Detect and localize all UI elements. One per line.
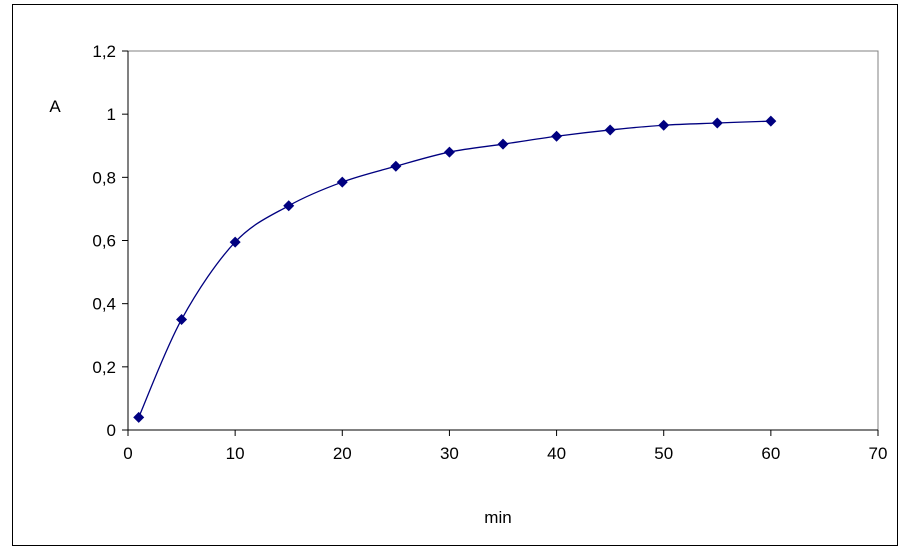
x-axis-title: min <box>484 508 511 527</box>
x-tick-label: 0 <box>123 444 132 463</box>
y-tick-label: 1 <box>107 105 116 124</box>
data-point-marker <box>390 160 402 172</box>
x-tick-label: 70 <box>869 444 888 463</box>
x-tick-label: 30 <box>440 444 459 463</box>
y-axis-ticks: 0 0,2 0,4 0,6 0,8 1 1,2 <box>92 42 128 440</box>
data-point-marker <box>229 236 241 248</box>
x-tick-label: 40 <box>547 444 566 463</box>
y-tick-label: 0,6 <box>92 232 116 251</box>
data-point-marker <box>176 313 188 325</box>
series-layer <box>133 115 777 423</box>
data-point-marker <box>765 115 777 127</box>
x-tick-label: 10 <box>226 444 245 463</box>
y-tick-label: 0,2 <box>92 358 116 377</box>
y-tick-label: 1,2 <box>92 42 116 61</box>
y-tick-label: 0 <box>107 421 116 440</box>
data-point-marker <box>551 130 563 142</box>
data-point-marker <box>443 146 455 158</box>
data-point-marker <box>497 138 509 150</box>
x-axis-ticks: 0 10 20 30 40 50 60 70 <box>123 430 887 463</box>
data-point-marker <box>133 411 145 423</box>
y-tick-label: 0,4 <box>92 295 116 314</box>
plot-area <box>127 50 879 431</box>
data-point-marker <box>604 124 616 136</box>
y-axis-title: A <box>49 97 61 116</box>
x-tick-label: 50 <box>654 444 673 463</box>
data-point-marker <box>711 117 723 129</box>
data-point-marker <box>658 119 670 131</box>
x-tick-label: 20 <box>333 444 352 463</box>
x-tick-label: 60 <box>761 444 780 463</box>
data-point-marker <box>283 200 295 212</box>
y-tick-label: 0,8 <box>92 168 116 187</box>
data-point-marker <box>336 176 348 188</box>
